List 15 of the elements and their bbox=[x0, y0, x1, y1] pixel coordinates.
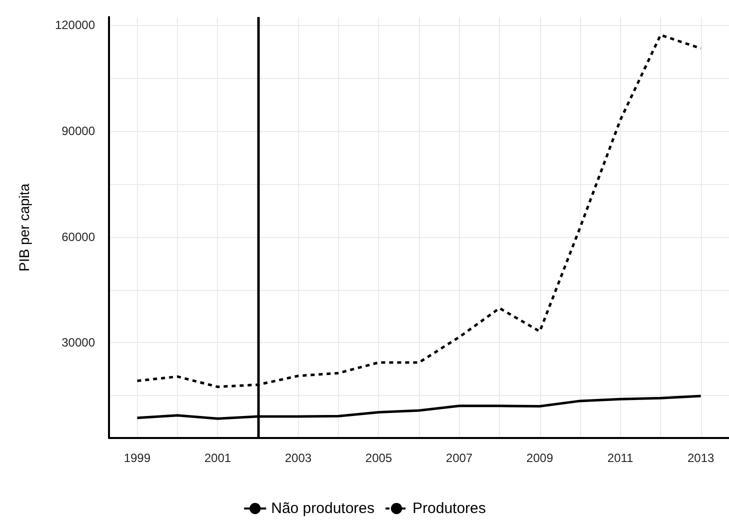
x-tick-label: 2003 bbox=[284, 451, 312, 465]
y-axis-title: PIB per capita bbox=[16, 183, 32, 272]
x-tick-label: 2013 bbox=[687, 451, 714, 465]
y-tick-label: 90000 bbox=[62, 124, 96, 138]
y-tick-label: 60000 bbox=[62, 230, 96, 244]
x-tick-label: 1999 bbox=[124, 451, 151, 465]
x-tick-label: 2009 bbox=[526, 451, 554, 465]
y-tick-label: 120000 bbox=[54, 18, 96, 32]
y-tick-label: 30000 bbox=[62, 336, 96, 350]
x-tick-label: 2007 bbox=[446, 451, 473, 465]
legend-label: Produtores bbox=[412, 500, 486, 517]
x-tick-label: 2001 bbox=[204, 451, 232, 465]
x-tick-label: 2011 bbox=[607, 451, 634, 465]
legend-label: Não produtores bbox=[271, 500, 375, 517]
x-tick-label: 2005 bbox=[365, 451, 392, 465]
